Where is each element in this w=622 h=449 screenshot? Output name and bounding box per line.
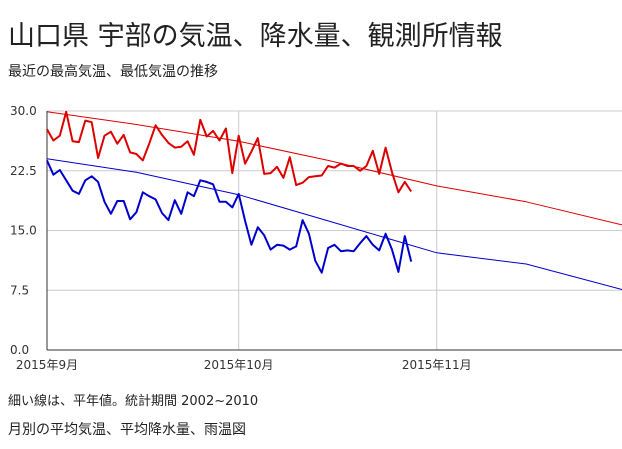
monthly-stats-link[interactable]: 月別の平均気温、平均降水量、雨温図: [8, 422, 246, 438]
y-tick-label: 30.0: [10, 104, 37, 118]
y-tick-label: 7.5: [10, 283, 29, 297]
max-temperature-line: [46, 110, 413, 194]
x-tick-label: 2015年11月: [402, 358, 472, 372]
chart-subtitle: 最近の最高気温、最低気温の推移: [8, 64, 218, 80]
x-tick-label: 2015年9月: [16, 358, 78, 372]
y-tick-label: 22.5: [10, 164, 37, 178]
y-tick-label: 0.0: [10, 343, 29, 357]
temperature-chart: 0.0 7.5 15.0 22.5 30.0 2015年9月 2015年10月 2015年11…: [10, 104, 622, 372]
min-temperature-line: [46, 159, 413, 274]
normal-min-temperature-line: [46, 158, 622, 290]
normal-values-note: 細い線は、平年値。統計期間 2002~2010: [8, 394, 259, 409]
page-title: 山口県 宇部の気温、降水量、観測所情報: [8, 21, 503, 52]
normal-max-temperature-line: [46, 111, 622, 226]
y-tick-label: 15.0: [10, 224, 37, 238]
x-tick-label: 2015年10月: [204, 358, 274, 372]
